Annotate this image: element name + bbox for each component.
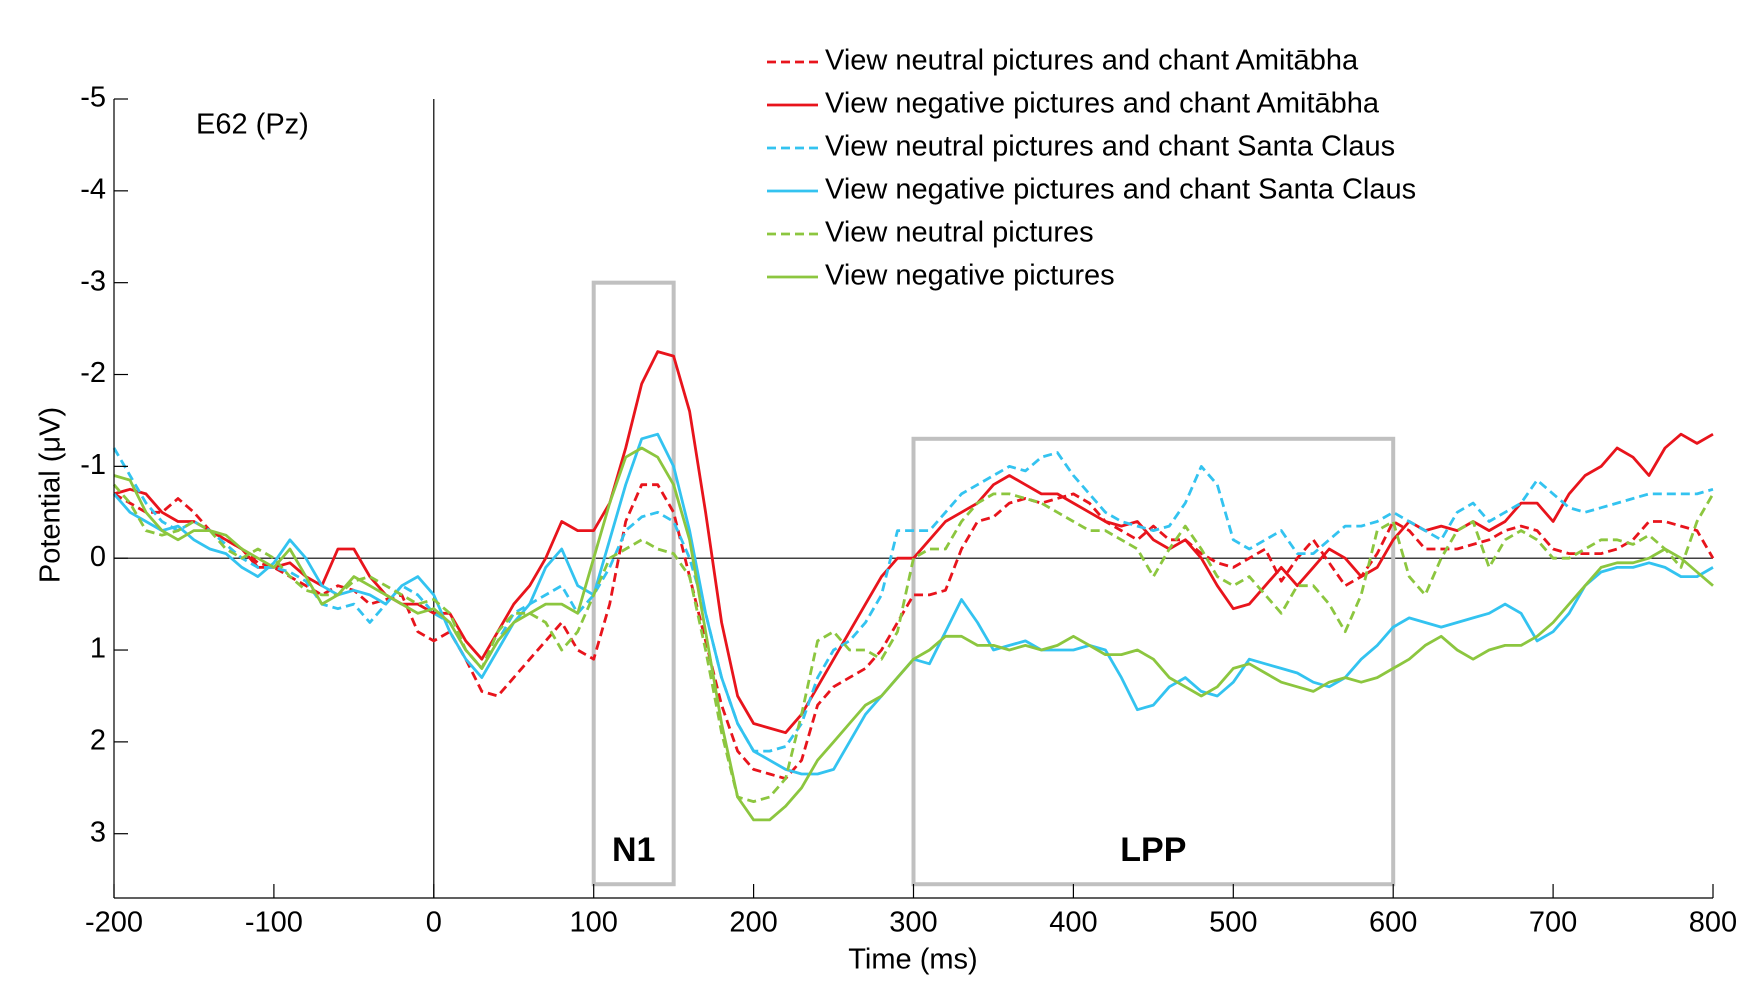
- region-label: LPP: [1120, 831, 1186, 869]
- legend-label: View neutral pictures and chant Santa Cl…: [825, 131, 1395, 163]
- legend-label: View neutral pictures and chant Amitābha: [825, 45, 1359, 77]
- legend-label: View negative pictures and chant Santa C…: [825, 174, 1416, 206]
- y-tick-label: 2: [90, 725, 106, 757]
- region-box: [911, 436, 1396, 887]
- y-tick-label: -3: [80, 265, 106, 297]
- legend-label: View negative pictures and chant Amitābh…: [825, 88, 1380, 120]
- x-tick-label: 500: [1209, 907, 1257, 939]
- y-tick-label: 0: [90, 541, 106, 573]
- region-label: N1: [612, 831, 655, 869]
- legend-label: View neutral pictures: [825, 217, 1094, 249]
- y-tick-label: -5: [80, 82, 106, 114]
- x-tick-label: 200: [729, 907, 777, 939]
- x-tick-label: 700: [1529, 907, 1577, 939]
- series-line: [112, 447, 1714, 753]
- series-line: [113, 446, 1714, 822]
- x-tick-label: 0: [426, 907, 442, 939]
- y-tick-label: 1: [90, 633, 106, 665]
- annotation: E62 (Pz): [196, 109, 309, 141]
- y-tick-label: -2: [80, 357, 106, 389]
- x-tick-label: 800: [1689, 907, 1737, 939]
- x-tick-label: 300: [889, 907, 937, 939]
- x-tick-label: 400: [1049, 907, 1097, 939]
- x-tick-label: -200: [85, 907, 143, 939]
- x-tick-label: -100: [245, 907, 303, 939]
- x-tick-label: 600: [1369, 907, 1417, 939]
- x-tick-label: 100: [570, 907, 618, 939]
- region-box: [591, 280, 676, 887]
- y-tick-label: -1: [80, 449, 106, 481]
- x-axis-label: Time (ms): [848, 944, 977, 976]
- y-tick-label: 3: [90, 816, 106, 848]
- series-line: [113, 350, 1714, 735]
- y-axis-label: Potential (μV): [35, 407, 67, 583]
- legend-label: View negative pictures: [825, 260, 1115, 292]
- y-tick-label: -4: [80, 173, 106, 205]
- series-line: [112, 483, 1715, 803]
